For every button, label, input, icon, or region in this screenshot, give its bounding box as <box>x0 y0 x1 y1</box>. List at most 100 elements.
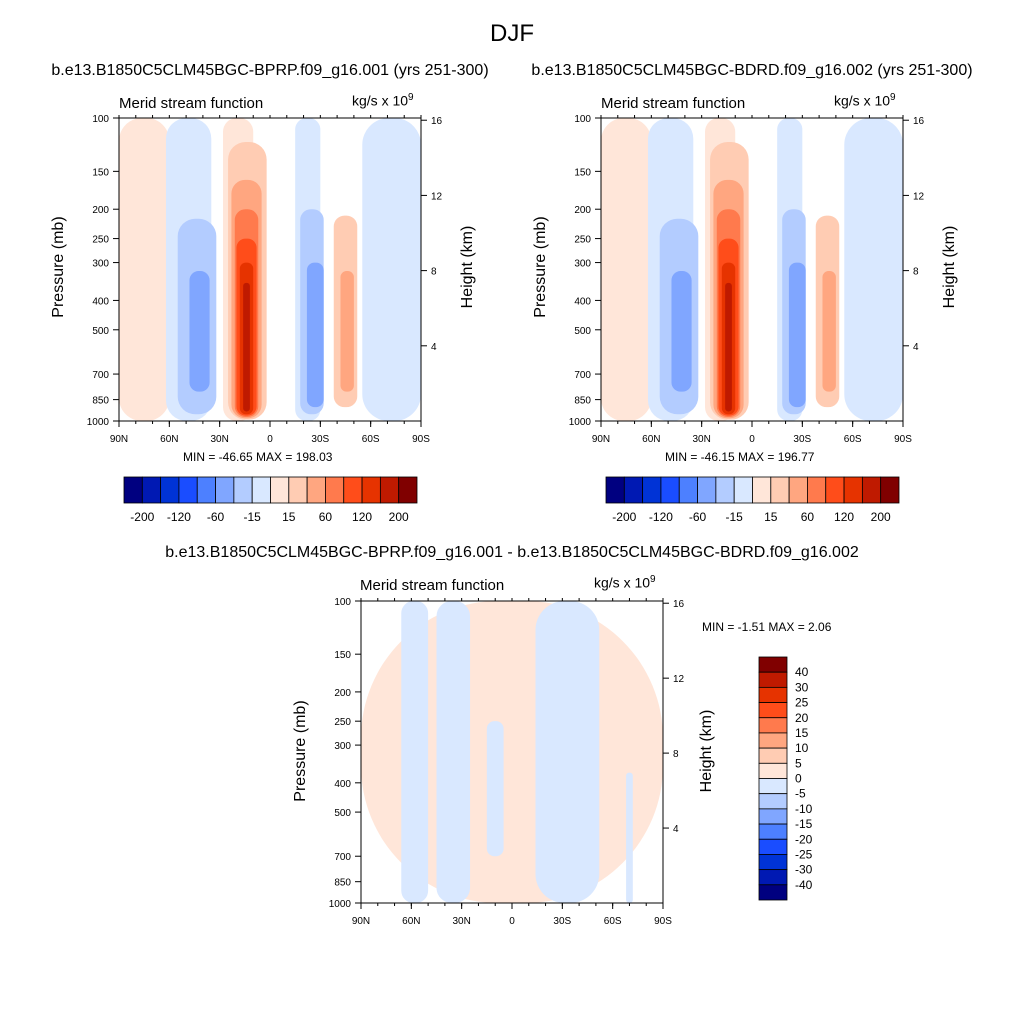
colorbar-box-3-12 <box>758 823 788 840</box>
colorbar-label-3-8: 0 <box>795 772 802 786</box>
contour-region-3-5 <box>535 601 600 903</box>
y-tick-label-1-10: 1000 <box>87 417 110 428</box>
colorbar-box-1-5 <box>196 476 216 504</box>
panel-title-2: Merid stream function <box>601 95 746 112</box>
colorbar-label-2-1: -200 <box>612 510 636 524</box>
colorbar-label-2-2: -120 <box>649 510 673 524</box>
y-tick-label-2-4: 250 <box>574 235 591 246</box>
run-title-2: b.e13.B1850C5CLM45BGC-BDRD.f09_g16.002 (… <box>531 62 973 79</box>
y-tick-label-1-9: 850 <box>92 396 109 407</box>
colorbar-box-1-8 <box>251 476 271 504</box>
y-tick-label-2-7: 500 <box>574 326 591 337</box>
y-tick-label-3-3: 200 <box>334 688 351 699</box>
units-exp-3: 9 <box>650 574 656 585</box>
colorbar-label-3-14: -30 <box>795 863 813 877</box>
y-tick-label-1-5: 300 <box>92 259 109 270</box>
units-base-2: kg/s x 10 <box>834 92 891 109</box>
colorbar-box-1-9 <box>270 476 290 504</box>
y-tick-label-1-7: 500 <box>92 326 109 337</box>
contour-region-1-17 <box>362 118 421 421</box>
contour-region-3-2 <box>401 601 429 903</box>
colorbar-box-2-1 <box>605 476 625 504</box>
x-tick-label-2-1: 90N <box>592 434 610 445</box>
y-axis-label-2: Pressure (mb) <box>532 216 549 318</box>
colorbar-label-3-5: 15 <box>795 726 809 740</box>
colorbar-box-1-7 <box>233 476 253 504</box>
colorbar-box-2-6 <box>697 476 717 504</box>
y-right-tick-label-2-1: 16 <box>913 116 925 127</box>
colorbar-label-2-3: -60 <box>689 510 707 524</box>
colorbar-label-3-6: 10 <box>795 741 809 755</box>
contour-region-3-3 <box>436 601 471 903</box>
colorbar-box-3-15 <box>758 869 788 886</box>
x-tick-label-3-4: 0 <box>509 916 515 927</box>
y-tick-label-1-2: 150 <box>92 167 109 178</box>
y-right-tick-label-2-2: 12 <box>913 191 925 202</box>
colorbar-box-1-6 <box>215 476 235 504</box>
colorbar-label-1-2: -120 <box>167 510 191 524</box>
colorbar-box-2-5 <box>678 476 698 504</box>
panel-title-1: Merid stream function <box>119 95 264 112</box>
x-tick-label-1-6: 60S <box>362 434 380 445</box>
contour-region-2-11 <box>725 282 732 412</box>
y-tick-label-3-9: 850 <box>334 878 351 889</box>
colorbar-box-1-11 <box>306 476 326 504</box>
x-tick-label-1-1: 90N <box>110 434 128 445</box>
plot-area-2 <box>601 118 903 421</box>
stats-3: MIN = -1.51 MAX = 2.06 <box>702 620 832 634</box>
colorbar-box-2-9 <box>752 476 772 504</box>
contour-region-3-6 <box>626 772 633 903</box>
x-tick-label-1-4: 0 <box>267 434 273 445</box>
colorbar-box-2-12 <box>807 476 827 504</box>
colorbar-box-2-2 <box>623 476 644 504</box>
y-tick-label-1-8: 700 <box>92 370 109 381</box>
colorbar-box-1-4 <box>178 476 198 504</box>
y-tick-label-2-2: 150 <box>574 167 591 178</box>
y-tick-label-2-8: 700 <box>574 370 591 381</box>
colorbar-box-2-16 <box>880 476 900 504</box>
colorbar-box-3-6 <box>758 732 788 749</box>
colorbar-box-1-12 <box>325 476 345 504</box>
colorbar-box-1-3 <box>160 476 180 504</box>
y-tick-label-2-5: 300 <box>574 259 591 270</box>
y-tick-label-2-9: 850 <box>574 396 591 407</box>
colorbar-label-3-12: -20 <box>795 832 813 846</box>
y-tick-label-1-6: 400 <box>92 296 109 307</box>
colorbar-label-3-15: -40 <box>795 878 813 892</box>
colorbar-label-3-7: 5 <box>795 756 802 770</box>
panel-title-3: Merid stream function <box>360 577 505 594</box>
colorbar-box-2-11 <box>788 476 808 504</box>
x-tick-label-2-4: 0 <box>749 434 755 445</box>
stats-1: MIN = -46.65 MAX = 198.03 <box>183 450 333 464</box>
colorbar-box-3-11 <box>758 808 788 825</box>
colorbar-label-2-7: 120 <box>834 510 854 524</box>
plot-area-1 <box>119 118 421 421</box>
colorbar-box-3-4 <box>758 702 788 719</box>
colorbar-box-1-15 <box>379 476 400 504</box>
colorbar-label-1-8: 200 <box>389 510 409 524</box>
y-right-tick-label-1-1: 16 <box>431 116 443 127</box>
colorbar-box-1-13 <box>343 476 363 504</box>
colorbar-label-1-5: 15 <box>282 510 296 524</box>
y-tick-label-2-1: 100 <box>574 114 591 125</box>
contour-region-2-4 <box>671 271 692 392</box>
colorbar-box-3-16 <box>758 884 788 901</box>
y-tick-label-1-3: 200 <box>92 205 109 216</box>
contour-region-1-1 <box>119 118 170 421</box>
colorbar-box-1-14 <box>361 476 381 504</box>
x-tick-label-2-2: 60N <box>642 434 660 445</box>
colorbar-box-2-3 <box>642 476 662 504</box>
colorbar-label-1-3: -60 <box>207 510 225 524</box>
y-tick-label-3-10: 1000 <box>329 899 352 910</box>
y-axis-label-3: Pressure (mb) <box>292 700 309 802</box>
colorbar-box-2-10 <box>770 476 790 504</box>
y-tick-label-1-4: 250 <box>92 235 109 246</box>
colorbar-box-2-14 <box>843 476 863 504</box>
colorbar-label-1-7: 120 <box>352 510 372 524</box>
run-title-1: b.e13.B1850C5CLM45BGC-BPRP.f09_g16.001 (… <box>51 62 489 79</box>
x-tick-label-2-5: 30S <box>793 434 811 445</box>
colorbar-box-2-4 <box>660 476 680 504</box>
y-tick-label-2-3: 200 <box>574 205 591 216</box>
contour-region-1-14 <box>306 262 324 408</box>
